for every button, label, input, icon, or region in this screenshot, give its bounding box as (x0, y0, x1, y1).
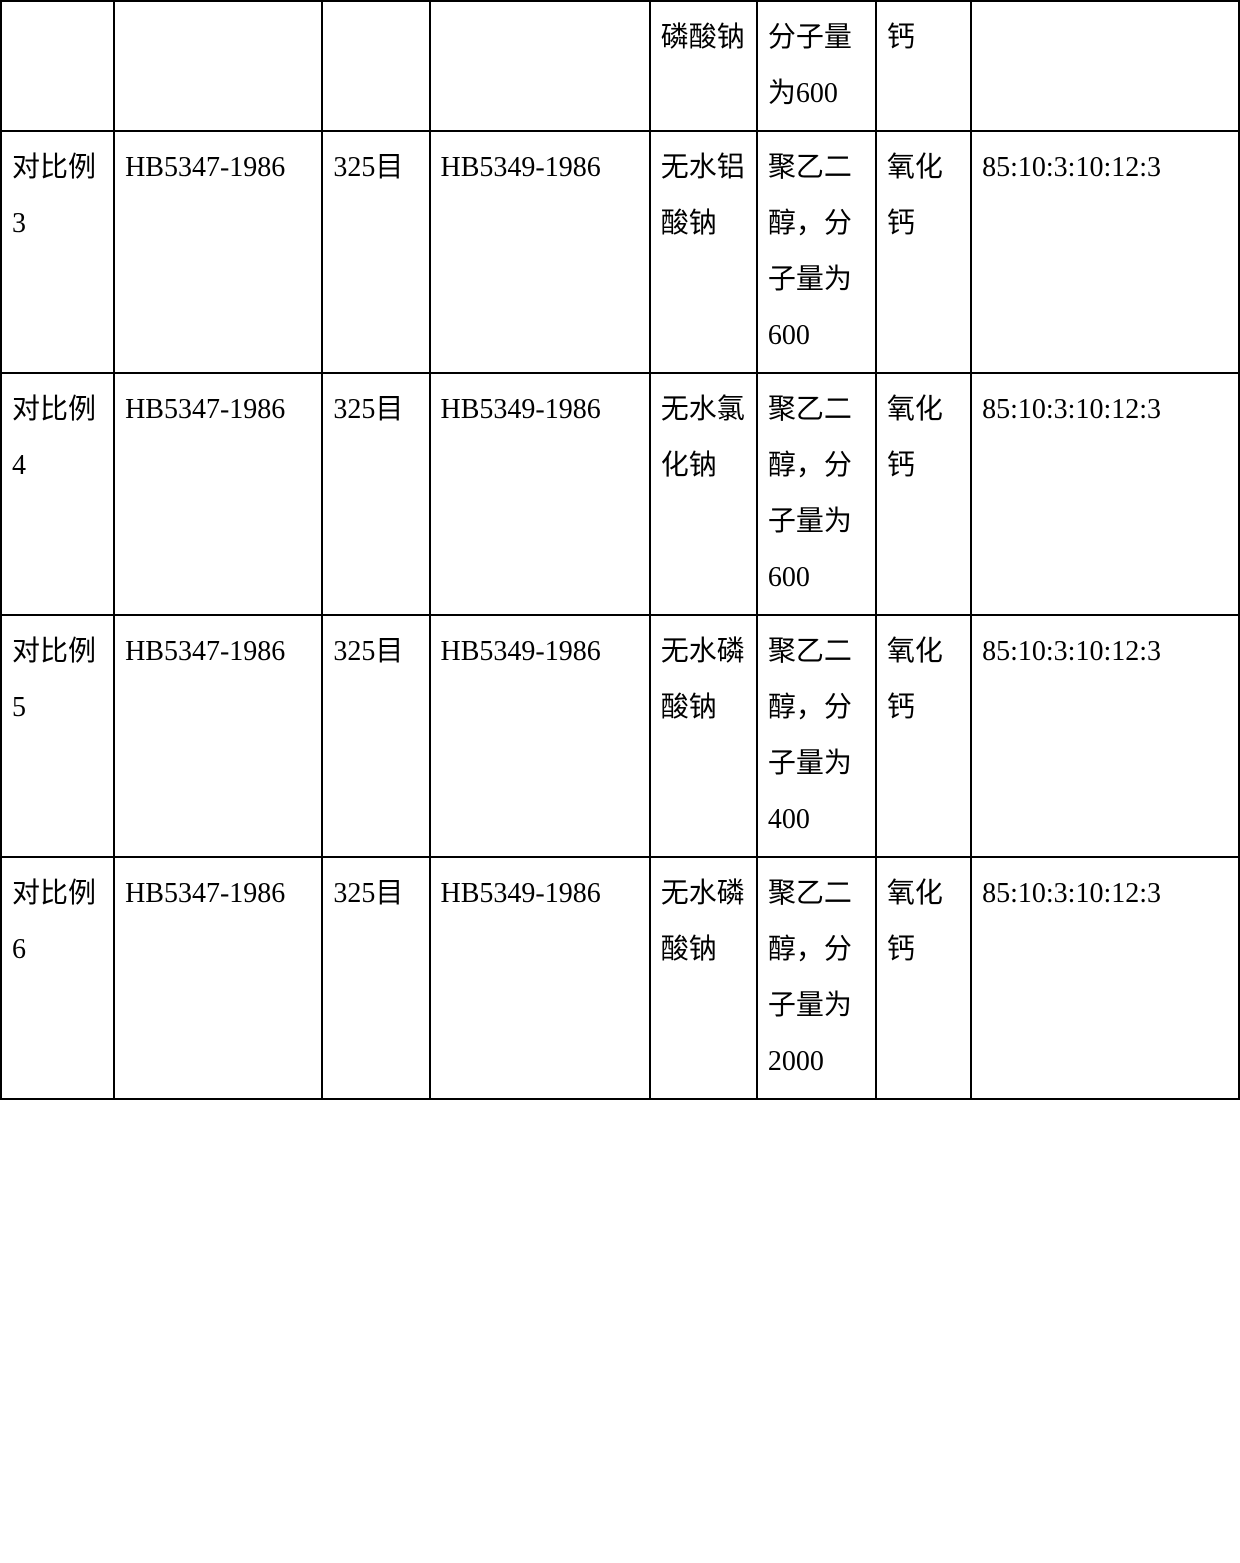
cell-example-id (1, 1, 114, 131)
table-row: 磷酸钠 分子量为600 钙 (1, 1, 1239, 131)
cell-additive-b: 聚乙二醇，分子量为600 (757, 131, 876, 373)
cell-example-id: 对比例4 (1, 373, 114, 615)
page: 磷酸钠 分子量为600 钙 对比例3 HB5347-1986 325目 HB53… (0, 0, 1240, 1100)
cell-additive-b: 聚乙二醇，分子量为2000 (757, 857, 876, 1099)
cell-additive-c: 氧化钙 (876, 615, 971, 857)
cell-additive-b: 聚乙二醇，分子量为400 (757, 615, 876, 857)
comparison-table: 磷酸钠 分子量为600 钙 对比例3 HB5347-1986 325目 HB53… (0, 0, 1240, 1100)
cell-additive-c: 钙 (876, 1, 971, 131)
cell-ratio: 85:10:3:10:12:3 (971, 373, 1239, 615)
table-body: 磷酸钠 分子量为600 钙 对比例3 HB5347-1986 325目 HB53… (1, 1, 1239, 1099)
table-row: 对比例3 HB5347-1986 325目 HB5349-1986 无水铝酸钠 … (1, 131, 1239, 373)
cell-example-id: 对比例3 (1, 131, 114, 373)
cell-example-id: 对比例6 (1, 857, 114, 1099)
cell-standard-a: HB5347-1986 (114, 131, 322, 373)
cell-additive-a: 无水磷酸钠 (650, 615, 757, 857)
cell-standard-a: HB5347-1986 (114, 857, 322, 1099)
cell-standard-a: HB5347-1986 (114, 373, 322, 615)
cell-ratio: 85:10:3:10:12:3 (971, 131, 1239, 373)
cell-example-id: 对比例5 (1, 615, 114, 857)
cell-ratio (971, 1, 1239, 131)
cell-standard-b: HB5349-1986 (430, 857, 650, 1099)
cell-mesh (322, 1, 429, 131)
cell-mesh: 325目 (322, 131, 429, 373)
cell-additive-a: 磷酸钠 (650, 1, 757, 131)
table-row: 对比例5 HB5347-1986 325目 HB5349-1986 无水磷酸钠 … (1, 615, 1239, 857)
cell-standard-b (430, 1, 650, 131)
cell-additive-b: 分子量为600 (757, 1, 876, 131)
cell-additive-a: 无水铝酸钠 (650, 131, 757, 373)
cell-standard-b: HB5349-1986 (430, 373, 650, 615)
cell-mesh: 325目 (322, 373, 429, 615)
cell-ratio: 85:10:3:10:12:3 (971, 857, 1239, 1099)
cell-additive-c: 氧化钙 (876, 131, 971, 373)
cell-mesh: 325目 (322, 857, 429, 1099)
cell-additive-b: 聚乙二醇，分子量为600 (757, 373, 876, 615)
cell-additive-a: 无水磷酸钠 (650, 857, 757, 1099)
cell-standard-b: HB5349-1986 (430, 131, 650, 373)
cell-standard-b: HB5349-1986 (430, 615, 650, 857)
cell-ratio: 85:10:3:10:12:3 (971, 615, 1239, 857)
cell-mesh: 325目 (322, 615, 429, 857)
cell-additive-a: 无水氯化钠 (650, 373, 757, 615)
cell-additive-c: 氧化钙 (876, 857, 971, 1099)
table-row: 对比例6 HB5347-1986 325目 HB5349-1986 无水磷酸钠 … (1, 857, 1239, 1099)
table-row: 对比例4 HB5347-1986 325目 HB5349-1986 无水氯化钠 … (1, 373, 1239, 615)
cell-standard-a (114, 1, 322, 131)
cell-additive-c: 氧化钙 (876, 373, 971, 615)
cell-standard-a: HB5347-1986 (114, 615, 322, 857)
